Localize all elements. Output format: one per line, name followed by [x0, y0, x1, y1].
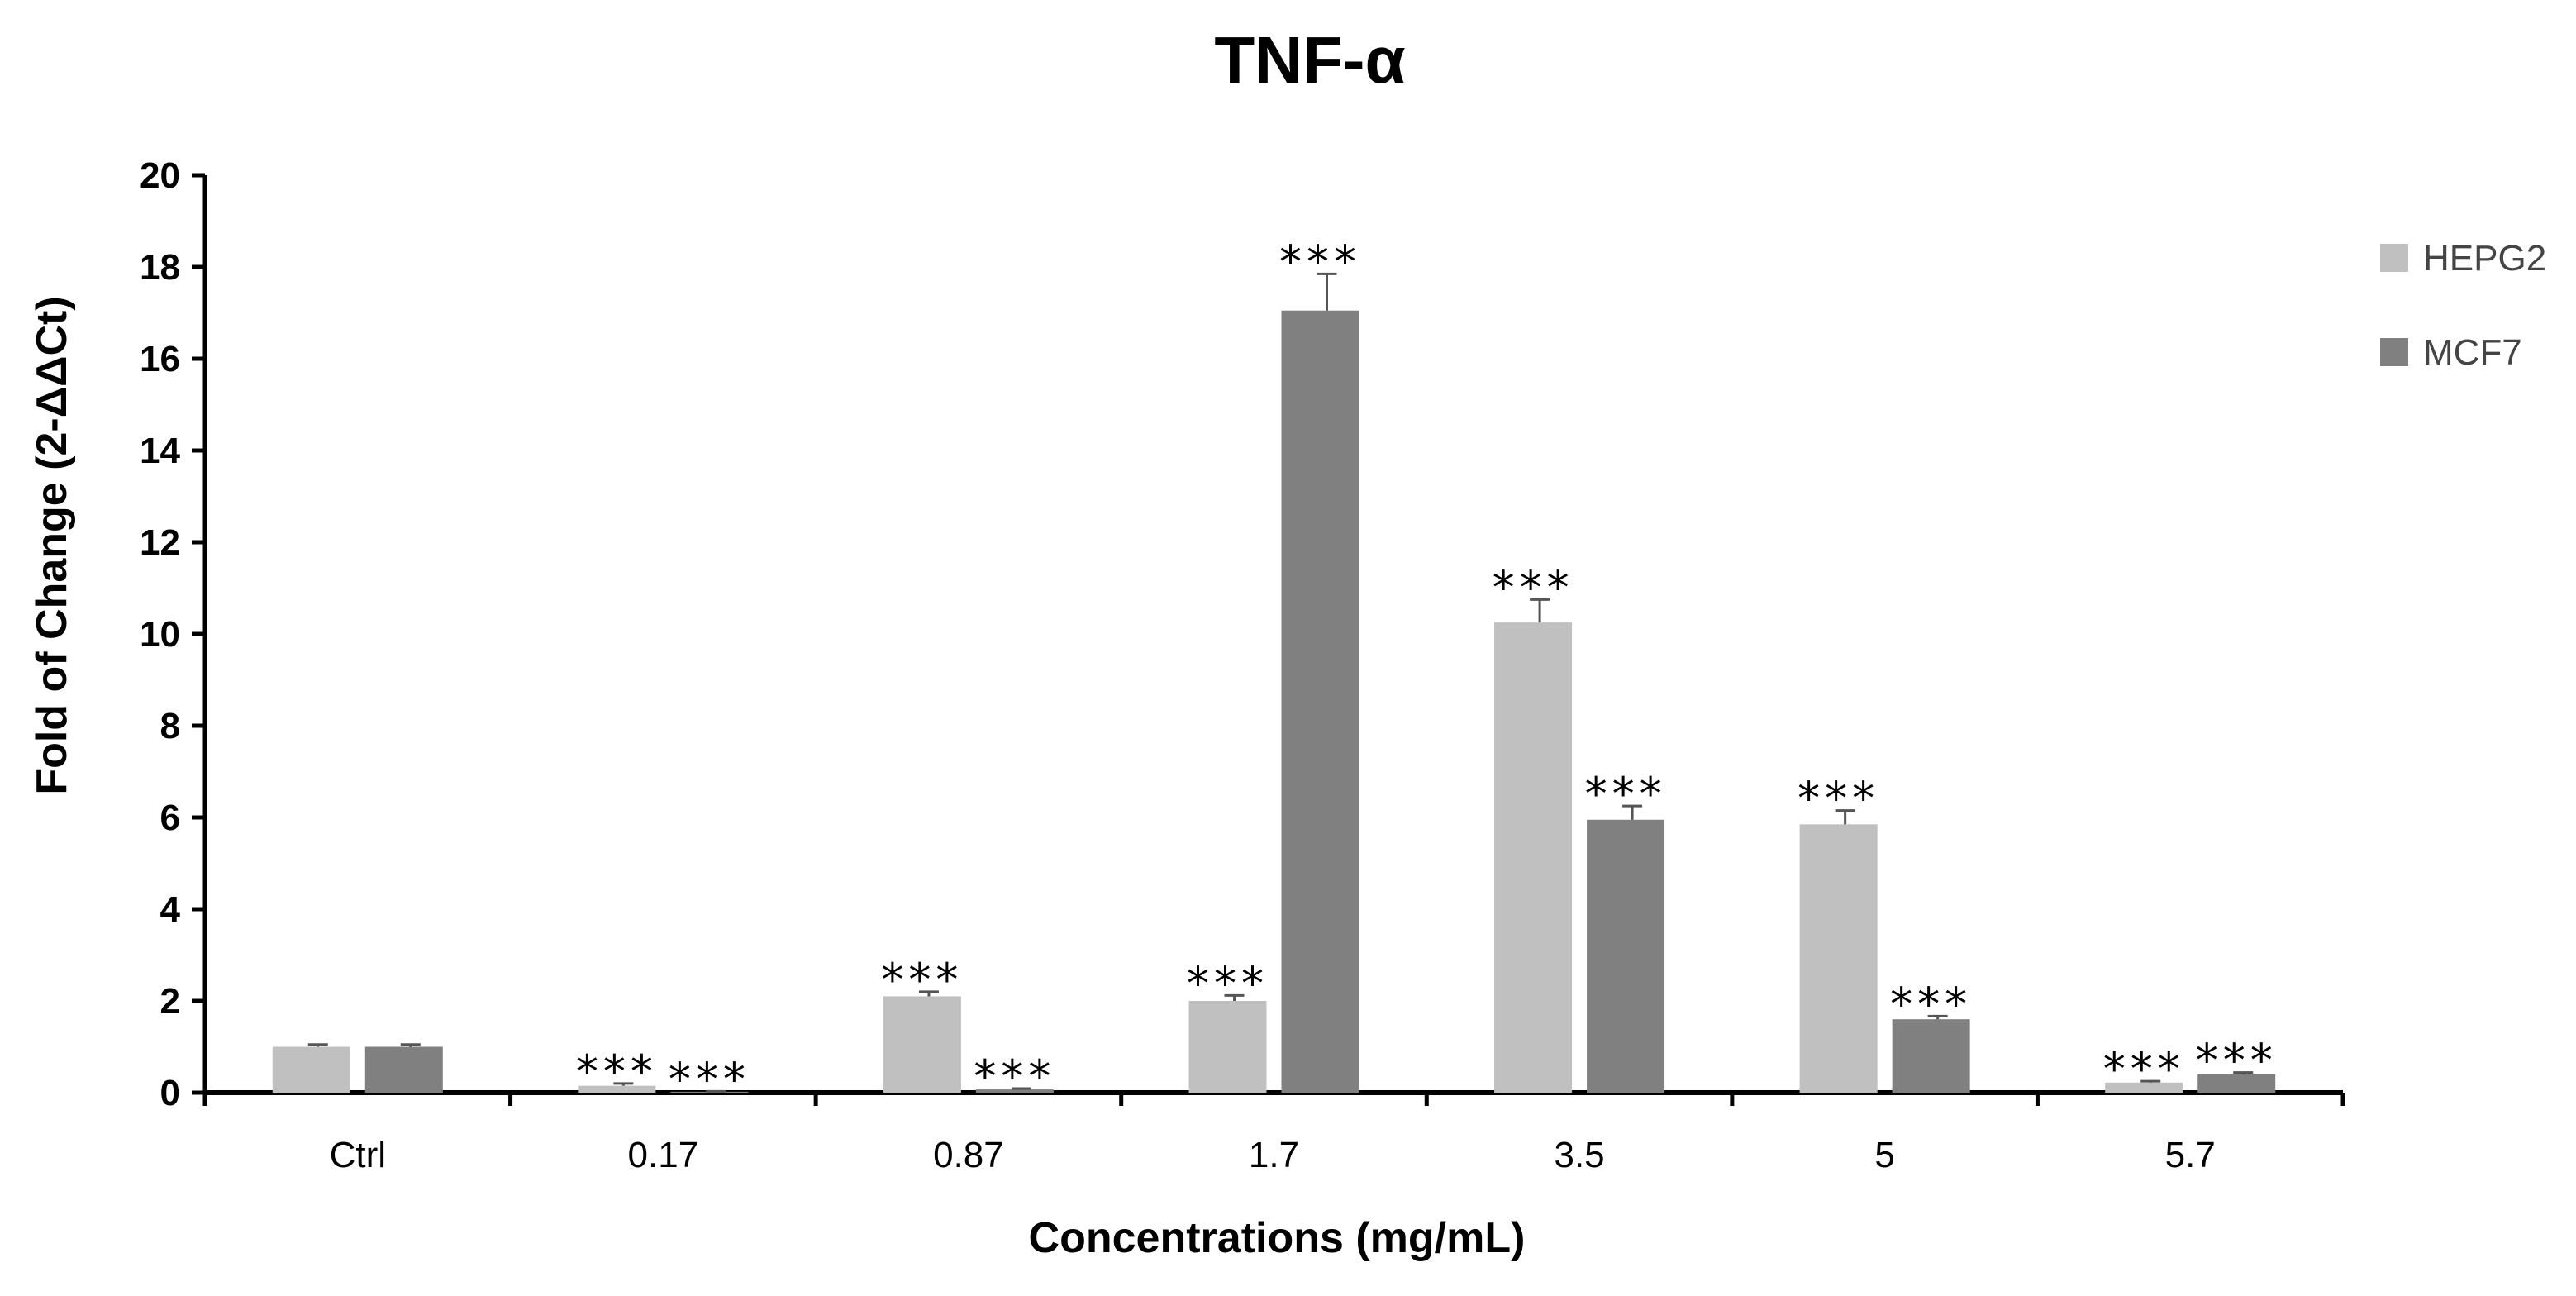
bar-hepg2	[1494, 622, 1573, 1093]
bar-hepg2	[883, 996, 961, 1093]
y-tick-label: 2	[160, 981, 180, 1022]
bar-hepg2	[272, 1046, 350, 1093]
y-tick-label: 18	[140, 247, 180, 288]
significance-marker: ***	[974, 1051, 1055, 1103]
bar-hepg2	[1188, 1001, 1267, 1093]
legend-swatch-hepg2	[2380, 244, 2408, 272]
y-tick-label: 10	[140, 614, 180, 655]
legend-label-hepg2: HEPG2	[2423, 238, 2546, 279]
plot-area: 0 2 4 6 8 10 12 14 16 18 20 Ctrl 0.17 0.87 1.7 3.5 5 5.7 *…	[140, 155, 2345, 1175]
bar-mcf7	[364, 1046, 443, 1093]
significance-marker: ***	[881, 954, 963, 1006]
y-tick-label: 8	[160, 706, 180, 746]
x-tick-label: 5	[1874, 1135, 1894, 1175]
significance-marker: ***	[2196, 1035, 2278, 1087]
significance-marker: ***	[1890, 978, 1972, 1030]
bar-mcf7	[2197, 1074, 2276, 1093]
x-tick-label: 5.7	[2165, 1135, 2216, 1175]
bar-hepg2	[2105, 1082, 2183, 1093]
significance-marker: ***	[1797, 773, 1879, 825]
x-tick-label: 1.7	[1249, 1135, 1299, 1175]
x-axis-title: Concentrations (mg/mL)	[1029, 1214, 1526, 1262]
y-tick-label: 16	[140, 339, 180, 379]
bar-mcf7	[1281, 310, 1359, 1094]
bar-hepg2	[1799, 824, 1878, 1093]
y-tick-label: 4	[160, 889, 181, 930]
significance-marker: ***	[669, 1053, 750, 1105]
y-tick-label: 6	[160, 798, 180, 838]
bar-mcf7	[975, 1089, 1054, 1093]
significance-marker: ***	[1279, 236, 1361, 288]
legend-label-mcf7: MCF7	[2423, 332, 2522, 373]
y-tick-label: 0	[160, 1073, 180, 1113]
bar-mcf7	[1892, 1019, 1970, 1093]
y-tick-label: 20	[140, 155, 180, 196]
chart-title: TNF-α	[1214, 23, 1405, 97]
y-tick-label: 12	[140, 522, 180, 563]
x-tick-label: Ctrl	[330, 1135, 386, 1175]
legend: HEPG2 MCF7	[2380, 238, 2546, 373]
y-axis-title: Fold of Change (2-ΔΔCt)	[28, 296, 76, 794]
y-tick-label: 14	[140, 431, 180, 471]
significance-marker: ***	[2103, 1043, 2185, 1095]
significance-marker: ***	[1585, 768, 1667, 820]
x-tick-label: 0.87	[933, 1135, 1004, 1175]
x-tick-label: 3.5	[1554, 1135, 1604, 1175]
bar-hepg2	[578, 1085, 656, 1093]
significance-marker: ***	[576, 1046, 658, 1098]
significance-marker: ***	[1493, 561, 1574, 613]
significance-marker: ***	[1187, 957, 1269, 1009]
bar-mcf7	[1587, 819, 1665, 1093]
legend-swatch-mcf7	[2380, 338, 2408, 366]
x-tick-label: 0.17	[628, 1135, 699, 1175]
